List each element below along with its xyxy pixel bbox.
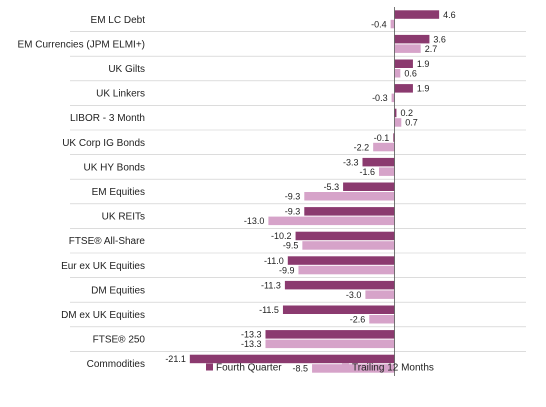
category-label-uk-linkers: UK Linkers [96, 89, 145, 100]
bar-trailing-12-months-uk-gilts [394, 69, 401, 78]
legend-swatch-trailing-12-months [342, 363, 349, 371]
bar-trailing-12-months-dm-ex-uk-equities [369, 315, 395, 324]
category-label-em-lc-debt: EM LC Debt [91, 15, 146, 26]
bar-fourth-quarter-em-equities [343, 182, 395, 191]
category-label-em-equities: EM Equities [92, 187, 145, 198]
category-label-libor-3-month: LIBOR - 3 Month [70, 113, 145, 124]
value-label-fourth-quarter-libor-3-month: 0.2 [400, 108, 413, 118]
bar-fourth-quarter-uk-hy-bonds [362, 157, 395, 167]
bar-trailing-12-months-commodities [312, 364, 395, 373]
legend-label-trailing-12-months: Trailing 12 Months [352, 363, 434, 374]
value-label-fourth-quarter-em-equities: -5.3 [324, 182, 340, 192]
value-label-fourth-quarter-commodities: -21.1 [165, 354, 186, 364]
value-label-fourth-quarter-dm-ex-uk-equities: -11.5 [259, 305, 279, 315]
bar-fourth-quarter-libor-3-month [394, 108, 397, 118]
bar-fourth-quarter-ftse-all-share [295, 231, 395, 241]
bar-trailing-12-months-ftse-all-share [302, 241, 395, 250]
bar-fourth-quarter-uk-linkers [394, 84, 413, 93]
bar-fourth-quarter-uk-gilts [394, 59, 413, 68]
value-label-trailing-12-months-uk-linkers: -0.3 [372, 93, 388, 103]
bar-trailing-12-months-em-lc-debt [390, 19, 395, 29]
bar-trailing-12-months-libor-3-month [394, 118, 402, 127]
bar-trailing-12-months-ftse-250 [265, 339, 395, 349]
bar-trailing-12-months-uk-reits [268, 216, 395, 226]
category-label-uk-reits: UK REITs [102, 212, 145, 223]
value-label-trailing-12-months-dm-ex-uk-equities: -2.6 [350, 315, 366, 325]
bar-trailing-12-months-em-equities [304, 192, 395, 201]
value-label-fourth-quarter-uk-corp-ig-bonds: -0.1 [374, 133, 390, 143]
bar-trailing-12-months-uk-hy-bonds [378, 167, 395, 176]
category-label-uk-corp-ig-bonds: UK Corp IG Bonds [62, 138, 145, 149]
value-label-fourth-quarter-uk-linkers: 1.9 [417, 84, 430, 94]
category-label-dm-ex-uk-equities: DM ex UK Equities [61, 310, 145, 321]
row-separators [70, 31, 526, 352]
value-label-fourth-quarter-uk-reits: -9.3 [285, 207, 301, 217]
category-label-uk-hy-bonds: UK HY Bonds [83, 162, 145, 173]
category-label-ftse-250: FTSE® 250 [93, 335, 146, 346]
category-labels: EM LC Debt EM Currencies (JPM ELMI+) UK Gi… [17, 15, 145, 370]
bar-fourth-quarter-em-lc-debt [394, 10, 440, 19]
bar-fourth-quarter-commodities [189, 354, 395, 364]
value-label-fourth-quarter-uk-hy-bonds: -3.3 [343, 157, 359, 167]
legend-label-fourth-quarter: Fourth Quarter [216, 363, 282, 374]
value-label-trailing-12-months-dm-equities: -3.0 [346, 290, 362, 300]
value-label-trailing-12-months-uk-corp-ig-bonds: -2.2 [354, 142, 370, 152]
value-label-trailing-12-months-uk-gilts: 0.6 [404, 69, 417, 79]
value-label-trailing-12-months-uk-reits: -13.0 [244, 216, 265, 226]
bar-trailing-12-months-em-currencies-jpm-elmi [394, 44, 421, 53]
bar-fourth-quarter-em-currencies-jpm-elmi [394, 34, 430, 44]
value-label-fourth-quarter-dm-equities: -11.3 [261, 280, 281, 290]
value-label-fourth-quarter-ftse-250: -13.3 [241, 330, 262, 340]
bar-trailing-12-months-eur-ex-uk-equities [298, 265, 395, 275]
value-label-trailing-12-months-ftse-all-share: -9.5 [283, 241, 299, 251]
value-label-trailing-12-months-uk-hy-bonds: -1.6 [359, 167, 375, 177]
category-label-commodities: Commodities [87, 359, 145, 370]
legend: Fourth Quarter Trailing 12 Months [206, 363, 434, 374]
bar-fourth-quarter-dm-equities [284, 280, 395, 290]
value-label-trailing-12-months-libor-3-month: 0.7 [405, 118, 418, 128]
value-label-trailing-12-months-em-lc-debt: -0.4 [371, 19, 387, 29]
bar-fourth-quarter-ftse-250 [265, 330, 395, 339]
category-label-dm-equities: DM Equities [91, 285, 145, 296]
value-label-trailing-12-months-commodities: -8.5 [293, 364, 309, 374]
value-label-trailing-12-months-eur-ex-uk-equities: -9.9 [279, 265, 295, 275]
value-label-trailing-12-months-ftse-250: -13.3 [241, 339, 262, 349]
value-labels: 4.6 -0.4 3.62.7 1.90.61.9 -0.3 0.20.7 -0.1 -2.2… [165, 10, 455, 374]
value-label-fourth-quarter-em-lc-debt: 4.6 [443, 10, 456, 20]
bar-fourth-quarter-uk-reits [304, 207, 395, 216]
bar-trailing-12-months-uk-corp-ig-bonds [373, 142, 395, 152]
bar-fourth-quarter-dm-ex-uk-equities [282, 305, 395, 314]
category-label-eur-ex-uk-equities: Eur ex UK Equities [61, 261, 145, 272]
bar-trailing-12-months-dm-equities [365, 290, 395, 299]
value-label-fourth-quarter-uk-gilts: 1.9 [417, 59, 430, 69]
value-label-fourth-quarter-eur-ex-uk-equities: -11.0 [264, 256, 284, 266]
bar-fourth-quarter-eur-ex-uk-equities [287, 256, 395, 265]
bar-trailing-12-months-uk-linkers [391, 93, 395, 103]
category-label-em-currencies-jpm-elmi: EM Currencies (JPM ELMI+) [17, 39, 145, 50]
value-label-fourth-quarter-ftse-all-share: -10.2 [271, 231, 292, 241]
legend-swatch-fourth-quarter [206, 363, 213, 371]
value-label-trailing-12-months-em-equities: -9.3 [285, 192, 301, 202]
category-label-uk-gilts: UK Gilts [108, 64, 145, 75]
value-label-trailing-12-months-em-currencies-jpm-elmi: 2.7 [425, 44, 438, 54]
value-label-fourth-quarter-em-currencies-jpm-elmi: 3.6 [433, 34, 446, 44]
bar-fourth-quarter-uk-corp-ig-bonds [393, 133, 395, 142]
category-label-ftse-all-share: FTSE® All-Share [69, 236, 146, 247]
bars [189, 10, 440, 373]
